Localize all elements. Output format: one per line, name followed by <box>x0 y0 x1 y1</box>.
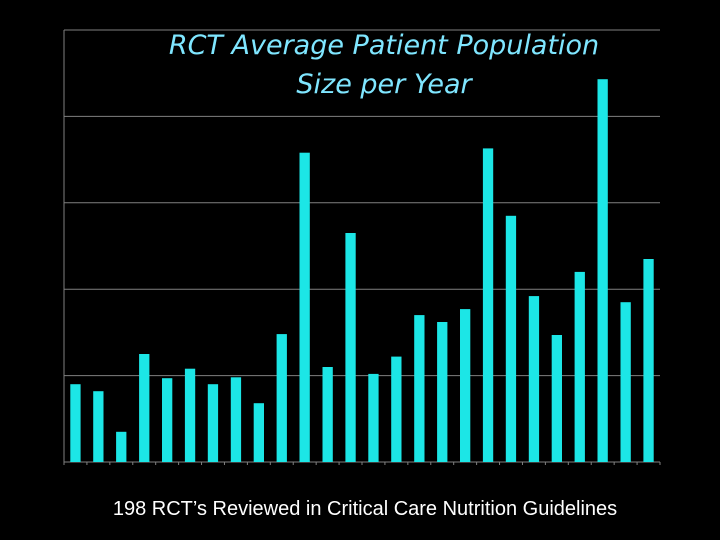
chart-title-line-1: RCT Average Patient Population <box>169 30 599 61</box>
bar <box>139 354 150 462</box>
bar <box>391 356 402 462</box>
bar <box>368 373 379 462</box>
bar <box>276 334 287 462</box>
bar <box>528 296 540 462</box>
bar <box>322 367 333 462</box>
bar <box>437 322 448 462</box>
bar <box>162 378 173 462</box>
bar <box>70 384 81 462</box>
bar <box>414 315 425 462</box>
x-axis-ticks <box>63 462 661 465</box>
bar <box>93 391 104 462</box>
bar <box>345 233 356 462</box>
chart-caption: 198 RCT’s Reviewed in Critical Care Nutr… <box>112 498 618 520</box>
bar <box>643 259 654 462</box>
bar <box>597 79 608 462</box>
bar <box>482 148 494 462</box>
bar <box>184 368 196 462</box>
bar <box>620 302 631 462</box>
bar <box>505 215 517 462</box>
bar <box>460 309 471 462</box>
chart-title-line-2: Size per Year <box>296 69 473 100</box>
bar <box>207 384 219 462</box>
bar <box>299 152 310 462</box>
bar <box>551 335 562 462</box>
bar <box>230 377 242 462</box>
bar <box>253 403 264 462</box>
bar <box>574 271 585 462</box>
bar <box>116 431 127 462</box>
bar-series <box>70 79 654 462</box>
